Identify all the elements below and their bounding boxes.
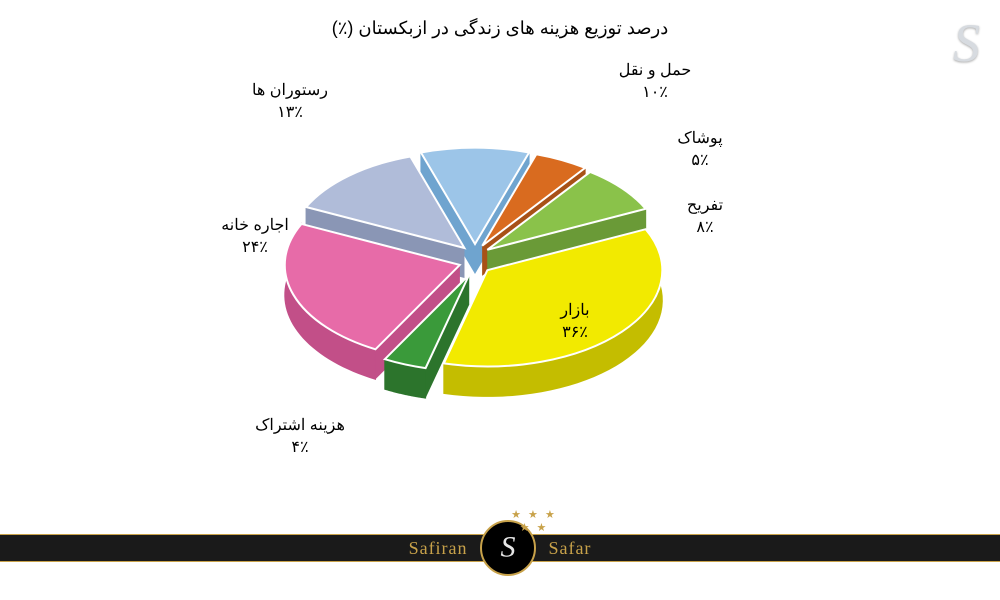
slice-label: هزینه اشتراک۴٪ [250, 415, 350, 458]
slice-label: حمل و نقل۱۰٪ [605, 60, 705, 103]
slice-label: بازار۳۶٪ [525, 300, 625, 343]
footer-band [0, 534, 1000, 562]
slice-label: رستوران ها۱۳٪ [240, 80, 340, 123]
chart-container: درصد توزیع هزینه های زندگی در ازبکستان (… [0, 0, 1000, 520]
pie-chart [0, 0, 1000, 520]
slice-label: تفریح۸٪ [655, 195, 755, 238]
watermark-logo: S [953, 12, 980, 74]
slice-label: اجاره خانه۲۴٪ [205, 215, 305, 258]
slice-label: پوشاک۵٪ [650, 128, 750, 171]
